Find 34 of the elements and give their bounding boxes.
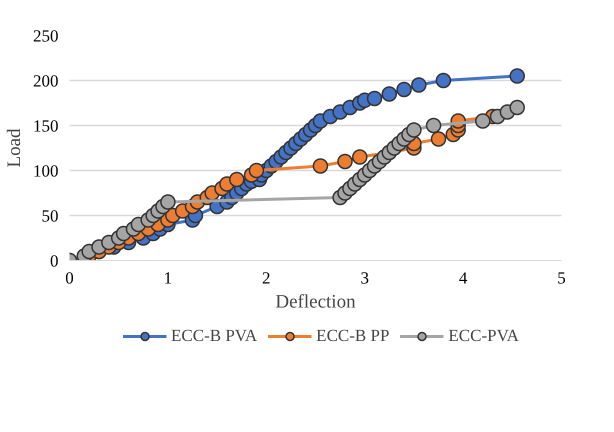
point <box>160 194 176 210</box>
x-tick-label: 0 <box>65 268 74 288</box>
x-tick-label: 3 <box>360 268 369 288</box>
x-axis-title: Deflection <box>275 292 356 312</box>
point <box>509 68 525 84</box>
y-tick-label: 50 <box>42 206 58 226</box>
point <box>337 154 353 170</box>
point <box>248 162 264 178</box>
legend-label: ECC-PVA <box>448 326 519 346</box>
y-tick-label: 100 <box>33 162 58 180</box>
point <box>382 86 398 102</box>
x-tick-label: 4 <box>458 268 468 288</box>
y-tick-label: 0 <box>50 252 58 270</box>
point <box>406 122 422 138</box>
x-tick-label: 2 <box>262 268 271 288</box>
point <box>426 118 442 134</box>
y-axis-title: Load <box>4 128 25 168</box>
point <box>430 131 446 147</box>
point <box>411 77 427 93</box>
point <box>475 113 491 129</box>
point <box>509 100 525 116</box>
y-tick-label: 200 <box>33 72 58 90</box>
y-tick-label: 250 <box>33 26 58 46</box>
legend-label: ECC-B PVA <box>171 326 258 346</box>
point <box>229 172 245 188</box>
point <box>352 149 368 165</box>
point <box>396 82 412 98</box>
legend-label: ECC-B PP <box>316 326 390 346</box>
point <box>366 90 382 106</box>
x-tick-label: 1 <box>164 268 172 288</box>
point <box>312 158 328 174</box>
x-tick-label: 5 <box>557 268 566 288</box>
y-tick-label: 150 <box>33 116 58 136</box>
point <box>436 72 452 88</box>
